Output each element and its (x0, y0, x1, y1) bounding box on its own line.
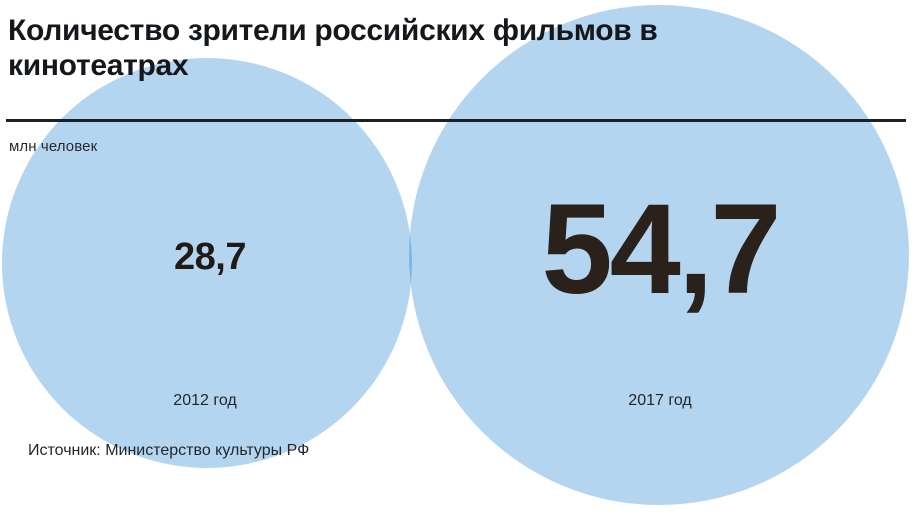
units-subtitle: млн человек (9, 138, 98, 155)
label-2012: 2012 год (173, 392, 237, 409)
label-2017: 2017 год (628, 392, 692, 409)
header: Количество зрители российских фильмов в … (0, 0, 915, 84)
circle-2012 (2, 58, 412, 468)
page-title: Количество зрители российских фильмов в … (8, 14, 658, 82)
circle-2017 (409, 5, 909, 505)
value-2017: 54,7 (541, 178, 781, 321)
source-note: Источник: Министерство культуры РФ (28, 442, 310, 459)
header-divider (6, 119, 906, 122)
value-2012: 28,7 (174, 236, 246, 278)
